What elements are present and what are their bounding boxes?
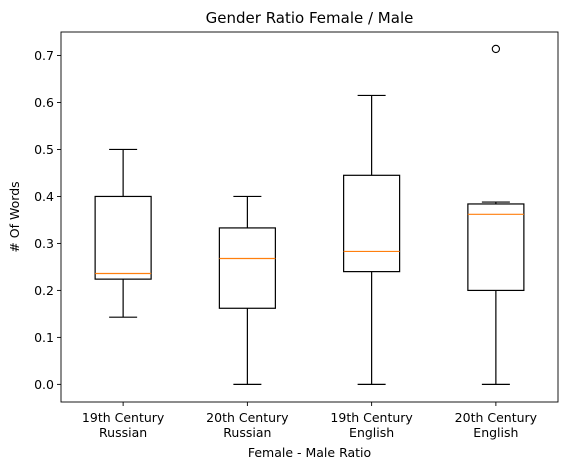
y-tick-label: 0.3 xyxy=(34,236,54,251)
box-group-3 xyxy=(343,94,401,385)
y-tick-label: 0.2 xyxy=(34,283,54,298)
y-tick-label: 0.6 xyxy=(34,95,54,110)
chart-title: Gender Ratio Female / Male xyxy=(206,9,414,27)
x-axis: 19th Century Russian 20th Century Russian 19… xyxy=(82,402,538,440)
x-tick-label: 20th Century English xyxy=(455,410,538,440)
outlier-point xyxy=(491,44,501,54)
plot-area xyxy=(94,44,525,385)
x-tick-label: 19th Century English xyxy=(330,410,413,440)
axes-frame xyxy=(60,31,559,403)
box-group-1 xyxy=(94,148,152,318)
y-axis-label: # Of Words xyxy=(7,181,22,252)
x-axis-label: Female - Male Ratio xyxy=(248,445,371,460)
y-tick-label: 0.7 xyxy=(34,48,54,63)
box-iqr xyxy=(94,195,152,280)
box-group-4 xyxy=(467,44,525,385)
y-tick-label: 0.5 xyxy=(34,142,54,157)
box-group-2 xyxy=(218,195,276,385)
x-tick-label: 19th Century Russian xyxy=(82,410,165,440)
y-axis: 0.0 0.1 0.2 0.3 0.4 0.5 0.6 0.7 xyxy=(34,48,61,392)
y-tick-label: 0.1 xyxy=(34,330,54,345)
y-tick-label: 0.4 xyxy=(34,189,54,204)
box-iqr xyxy=(218,227,276,309)
x-tick-label: 20th Century Russian xyxy=(206,410,289,440)
y-tick-label: 0.0 xyxy=(34,377,54,392)
box-iqr xyxy=(467,203,525,292)
box-iqr xyxy=(343,174,401,273)
